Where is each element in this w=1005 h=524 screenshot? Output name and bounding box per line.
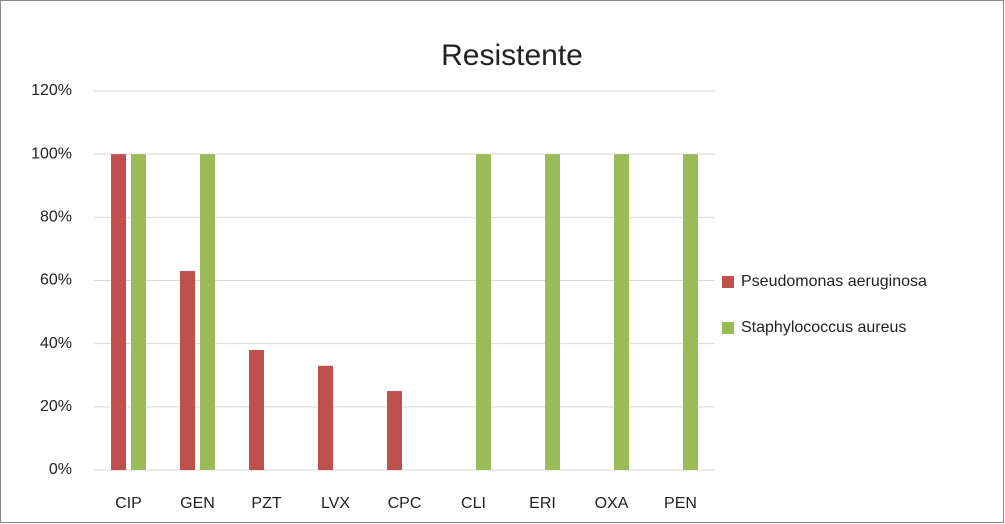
y-tick-label: 120% bbox=[31, 82, 72, 99]
x-tick-label: CLI bbox=[461, 495, 486, 512]
y-tick-label: 40% bbox=[40, 335, 72, 352]
bar bbox=[131, 154, 146, 470]
bar bbox=[545, 154, 560, 470]
y-tick-label: 20% bbox=[40, 398, 72, 415]
bar bbox=[387, 391, 402, 470]
y-tick-label: 0% bbox=[49, 461, 72, 478]
x-tick-label: OXA bbox=[595, 495, 629, 512]
x-tick-label: PZT bbox=[251, 495, 281, 512]
x-tick-label: CIP bbox=[115, 495, 142, 512]
bar bbox=[683, 154, 698, 470]
bar bbox=[180, 271, 195, 470]
y-tick-label: 60% bbox=[40, 272, 72, 289]
y-tick-label: 100% bbox=[31, 145, 72, 162]
x-tick-label: CPC bbox=[388, 495, 422, 512]
legend-label: Staphylococcus aureus bbox=[741, 319, 906, 336]
bar bbox=[318, 365, 333, 470]
bar bbox=[200, 154, 215, 470]
x-tick-label: ERI bbox=[529, 495, 556, 512]
x-tick-label: PEN bbox=[664, 495, 697, 512]
legend-label: Pseudomonas aeruginosa bbox=[741, 273, 927, 290]
legend-swatch bbox=[722, 322, 734, 334]
bar bbox=[249, 349, 264, 470]
x-tick-label: GEN bbox=[180, 495, 215, 512]
bar bbox=[614, 154, 629, 470]
y-tick-label: 80% bbox=[40, 209, 72, 226]
chart-title: Resistente bbox=[441, 39, 583, 72]
x-tick-label: LVX bbox=[321, 495, 350, 512]
bar bbox=[476, 154, 491, 470]
legend-swatch bbox=[722, 276, 734, 288]
bar bbox=[111, 154, 126, 470]
